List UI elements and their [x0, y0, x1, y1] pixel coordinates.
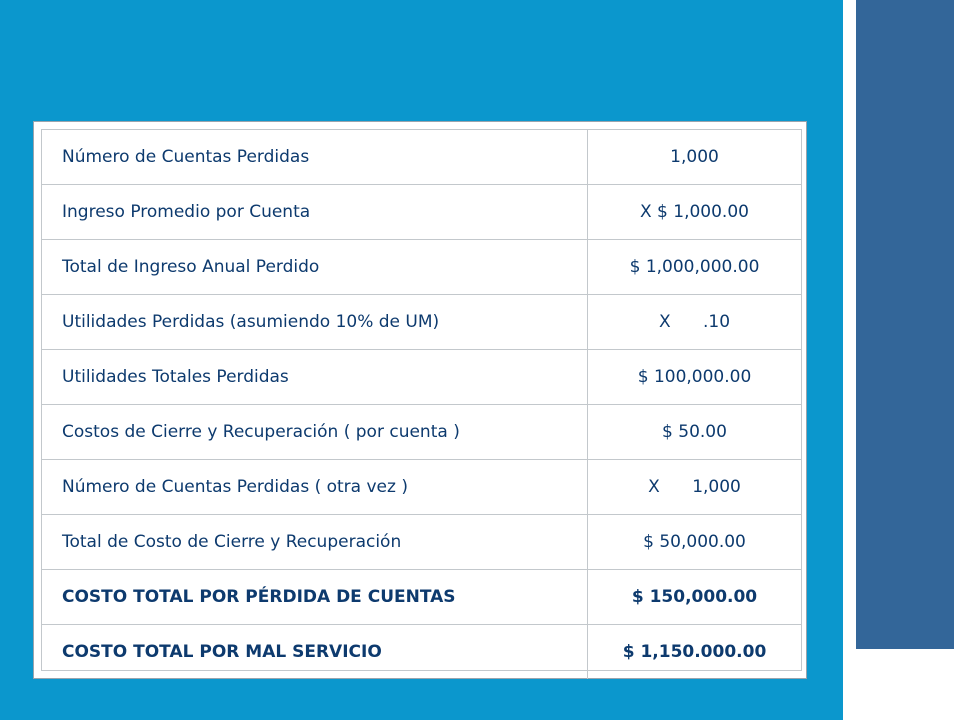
row-label: Ingreso Promedio por Cuenta	[42, 184, 588, 240]
row-label: Utilidades Totales Perdidas	[42, 349, 588, 405]
row-value: 1,000	[587, 130, 801, 185]
row-label: Número de Cuentas Perdidas ( otra vez )	[42, 459, 588, 515]
table-card: Número de Cuentas Perdidas 1,000 Ingreso…	[33, 121, 807, 679]
row-label: Total de Ingreso Anual Perdido	[42, 239, 588, 295]
row-label: COSTO TOTAL POR MAL SERVICIO	[42, 624, 588, 679]
table-row: Utilidades Perdidas (asumiendo 10% de UM…	[42, 294, 801, 350]
row-value: $ 100,000.00	[587, 349, 801, 405]
table-frame: Número de Cuentas Perdidas 1,000 Ingreso…	[41, 129, 802, 679]
row-value: X $ 1,000.00	[587, 184, 801, 240]
row-value: $ 50.00	[587, 404, 801, 460]
row-label: Número de Cuentas Perdidas	[42, 130, 588, 185]
row-value: X 1,000	[587, 459, 801, 515]
table-row: Ingreso Promedio por Cuenta X $ 1,000.00	[42, 184, 801, 240]
table-row: Costos de Cierre y Recuperación ( por cu…	[42, 404, 801, 460]
table-row: Utilidades Totales Perdidas $ 100,000.00	[42, 349, 801, 405]
table-row: Total de Costo de Cierre y Recuperación …	[42, 514, 801, 570]
row-label: COSTO TOTAL POR PÉRDIDA DE CUENTAS	[42, 569, 588, 625]
side-bar	[856, 0, 954, 649]
table-row: COSTO TOTAL POR PÉRDIDA DE CUENTAS $ 150…	[42, 569, 801, 625]
table-row: Número de Cuentas Perdidas ( otra vez ) …	[42, 459, 801, 515]
table-row: Número de Cuentas Perdidas 1,000	[42, 130, 801, 185]
row-label: Costos de Cierre y Recuperación ( por cu…	[42, 404, 588, 460]
main-panel: Número de Cuentas Perdidas 1,000 Ingreso…	[0, 0, 843, 720]
row-value: $ 1,000,000.00	[587, 239, 801, 295]
cost-table: Número de Cuentas Perdidas 1,000 Ingreso…	[42, 130, 801, 679]
row-label: Utilidades Perdidas (asumiendo 10% de UM…	[42, 294, 588, 350]
row-value: $ 150,000.00	[587, 569, 801, 625]
row-value: $ 1,150.000.00	[622, 642, 767, 662]
row-value: X .10	[587, 294, 801, 350]
table-row: COSTO TOTAL POR MAL SERVICIO $ 1,150.000…	[42, 624, 801, 679]
row-label: Total de Costo de Cierre y Recuperación	[42, 514, 588, 570]
table-row: Total de Ingreso Anual Perdido $ 1,000,0…	[42, 239, 801, 295]
row-value: $ 50,000.00	[587, 514, 801, 570]
